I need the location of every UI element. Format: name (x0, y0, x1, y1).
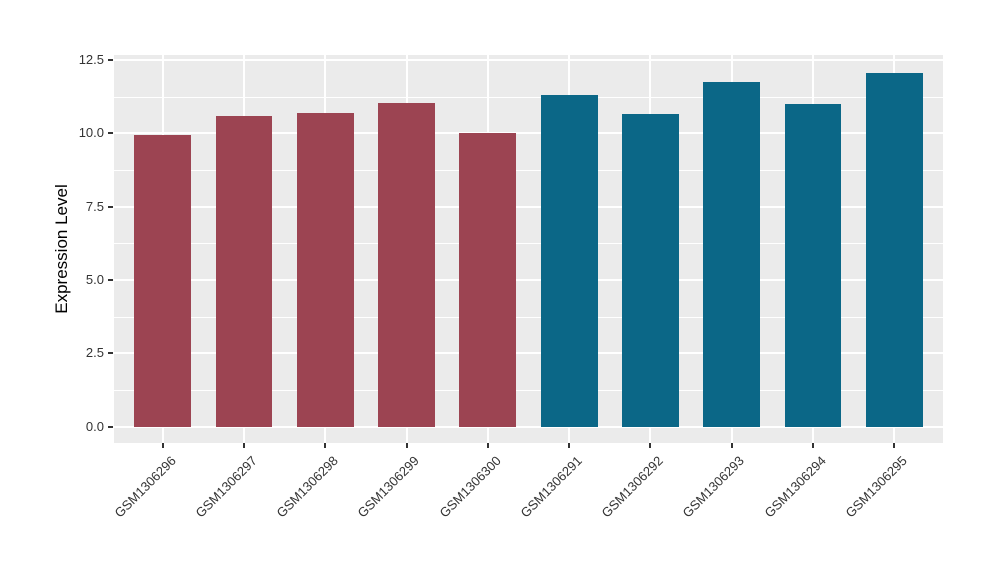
bar-GSM1306291 (540, 95, 598, 427)
x-tick-label-GSM1306292: GSM1306292 (598, 453, 667, 521)
x-tick-mark (486, 443, 489, 448)
x-tick-label-GSM1306299: GSM1306299 (354, 453, 423, 521)
gridline-major-horizontal (114, 279, 943, 282)
y-tick-label: 2.5 (85, 345, 104, 361)
x-tick-label-GSM1306291: GSM1306291 (517, 453, 585, 521)
y-tick-label: 0.0 (85, 418, 104, 434)
plot-panel (114, 55, 943, 443)
bar-GSM1306293 (703, 82, 761, 427)
y-tick-mark (108, 132, 113, 135)
x-tick-mark (730, 443, 733, 448)
gridline-minor-horizontal (114, 390, 943, 392)
gridline-major-horizontal (114, 132, 943, 135)
x-tick-mark (243, 443, 246, 448)
bar-GSM1306300 (459, 133, 517, 427)
x-tick-label-GSM1306293: GSM1306293 (679, 453, 748, 521)
bar-GSM1306297 (215, 115, 273, 427)
y-tick-mark (108, 205, 113, 208)
x-tick-label-GSM1306296: GSM1306296 (111, 453, 179, 521)
y-tick-label: 7.5 (85, 198, 104, 214)
gridline-major-horizontal (114, 425, 943, 428)
bar-GSM1306299 (378, 102, 436, 427)
bar-GSM1306294 (784, 104, 842, 427)
y-tick-label: 10.0 (78, 125, 104, 141)
x-tick-label-GSM1306300: GSM1306300 (436, 453, 504, 521)
bar-GSM1306296 (134, 134, 192, 427)
y-tick-mark (108, 279, 113, 282)
x-tick-mark (568, 443, 571, 448)
x-tick-label-GSM1306294: GSM1306294 (761, 453, 829, 521)
x-tick-mark (893, 443, 896, 448)
gridline-minor-horizontal (114, 170, 943, 172)
x-tick-label-GSM1306298: GSM1306298 (273, 453, 341, 521)
gridline-major-horizontal (114, 352, 943, 355)
x-tick-label-GSM1306297: GSM1306297 (192, 453, 260, 521)
bar-GSM1306292 (621, 114, 679, 427)
y-tick-mark (108, 425, 113, 428)
x-tick-mark (649, 443, 652, 448)
x-tick-mark (811, 443, 814, 448)
bar-GSM1306298 (296, 112, 354, 427)
x-tick-mark (161, 443, 164, 448)
gridline-major-horizontal (114, 58, 943, 61)
x-tick-mark (405, 443, 408, 448)
gridline-minor-horizontal (114, 96, 943, 98)
y-tick-mark (108, 58, 113, 61)
y-tick-mark (108, 352, 113, 355)
y-tick-label: 5.0 (85, 272, 104, 288)
bar-GSM1306295 (865, 73, 923, 427)
y-tick-label: 12.5 (78, 51, 104, 67)
gridline-major-horizontal (114, 205, 943, 208)
gridline-minor-horizontal (114, 243, 943, 245)
x-tick-mark (324, 443, 327, 448)
x-tick-label-GSM1306295: GSM1306295 (842, 453, 910, 521)
gridline-minor-horizontal (114, 316, 943, 318)
